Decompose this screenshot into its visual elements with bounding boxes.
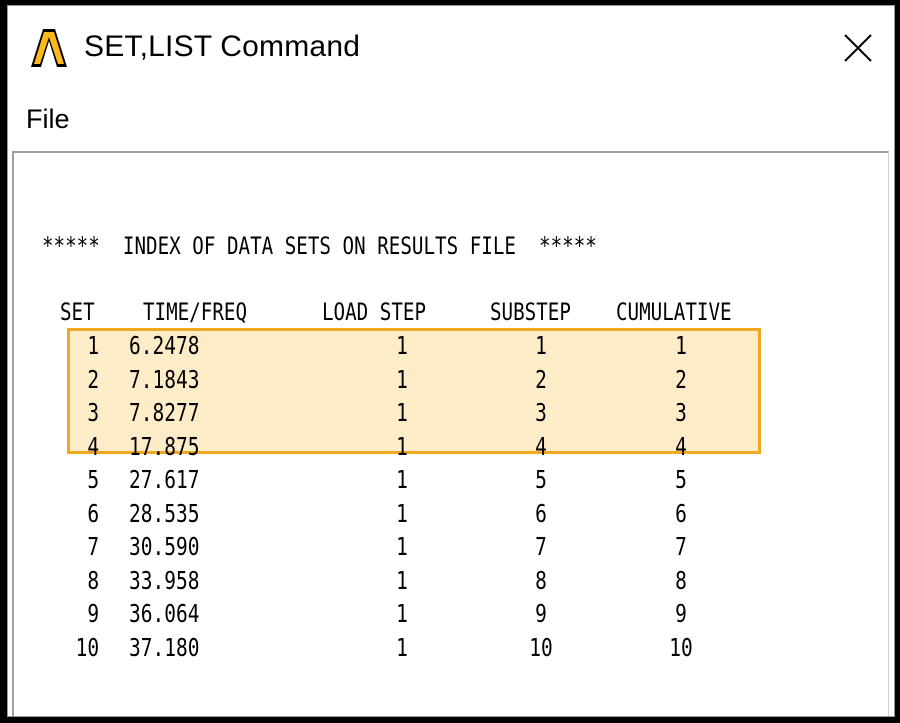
cell-time-freq: 7.1843 — [129, 364, 200, 394]
cell-time-freq: 7.8277 — [129, 398, 200, 427]
column-header-substep: SUBSTEP — [490, 298, 571, 326]
cell-time-freq: 6.2478 — [129, 331, 200, 360]
cell-cumulative: 6 — [675, 498, 687, 528]
cell-substep: 3 — [535, 398, 547, 427]
cell-time-freq: 37.180 — [129, 632, 200, 662]
column-header-time-freq: TIME/FREQ — [143, 298, 248, 326]
window-title: SET,LIST Command — [84, 30, 361, 63]
cell-substep: 7 — [535, 532, 547, 561]
cell-cumulative: 3 — [675, 398, 687, 427]
cell-time-freq: 17.875 — [129, 431, 200, 461]
cell-set: 3 — [87, 398, 99, 427]
cell-cumulative: 4 — [675, 431, 687, 461]
cell-set: 1 — [87, 331, 99, 360]
cell-time-freq: 28.535 — [129, 498, 200, 528]
close-button[interactable] — [828, 20, 888, 76]
column-header-load-step: LOAD STEP — [322, 298, 427, 326]
cell-set: 2 — [87, 364, 99, 394]
cell-time-freq: 27.617 — [129, 465, 200, 494]
listing-area[interactable]: ***** INDEX OF DATA SETS ON RESULTS FILE… — [12, 151, 889, 716]
cell-time-freq: 36.064 — [129, 599, 200, 628]
cell-substep: 2 — [535, 364, 547, 394]
cell-cumulative: 8 — [675, 565, 687, 595]
highlighted-rows-box — [67, 328, 761, 454]
cell-set: 5 — [87, 465, 99, 494]
cell-set: 9 — [87, 599, 99, 628]
cell-set: 10 — [75, 632, 99, 662]
column-header-set: SET — [60, 298, 95, 326]
close-icon — [844, 34, 872, 62]
cell-set: 6 — [87, 498, 99, 528]
cell-load-step: 1 — [396, 431, 408, 461]
cell-substep: 8 — [535, 565, 547, 595]
ansys-logo-icon — [31, 29, 67, 67]
cell-time-freq: 33.958 — [129, 565, 200, 595]
cell-set: 8 — [87, 565, 99, 595]
cell-substep: 10 — [529, 632, 553, 662]
cell-load-step: 1 — [396, 632, 408, 662]
menu-bar — [8, 88, 894, 146]
column-header-cumulative: CUMULATIVE — [616, 298, 732, 326]
cell-load-step: 1 — [396, 465, 408, 494]
cell-load-step: 1 — [396, 498, 408, 528]
cell-load-step: 1 — [396, 599, 408, 628]
cell-cumulative: 1 — [675, 331, 687, 360]
cell-time-freq: 30.590 — [129, 532, 200, 561]
cell-load-step: 1 — [396, 364, 408, 394]
cell-load-step: 1 — [396, 532, 408, 561]
cell-set: 4 — [87, 431, 99, 461]
listing-header: ***** INDEX OF DATA SETS ON RESULTS FILE… — [42, 232, 597, 260]
cell-substep: 9 — [535, 599, 547, 628]
cell-cumulative: 2 — [675, 364, 687, 394]
cell-substep: 5 — [535, 465, 547, 494]
cell-cumulative: 10 — [669, 632, 693, 662]
set-list-window: SET,LIST Command File ***** INDEX OF DAT… — [7, 5, 895, 717]
cell-substep: 1 — [535, 331, 547, 360]
cell-substep: 4 — [535, 431, 547, 461]
cell-load-step: 1 — [396, 398, 408, 427]
cell-cumulative: 9 — [675, 599, 687, 628]
cell-set: 7 — [87, 532, 99, 561]
cell-cumulative: 5 — [675, 465, 687, 494]
cell-load-step: 1 — [396, 331, 408, 360]
cell-cumulative: 7 — [675, 532, 687, 561]
cell-substep: 6 — [535, 498, 547, 528]
title-bar[interactable]: SET,LIST Command — [8, 6, 894, 88]
menu-file[interactable]: File — [26, 104, 70, 134]
cell-load-step: 1 — [396, 565, 408, 595]
